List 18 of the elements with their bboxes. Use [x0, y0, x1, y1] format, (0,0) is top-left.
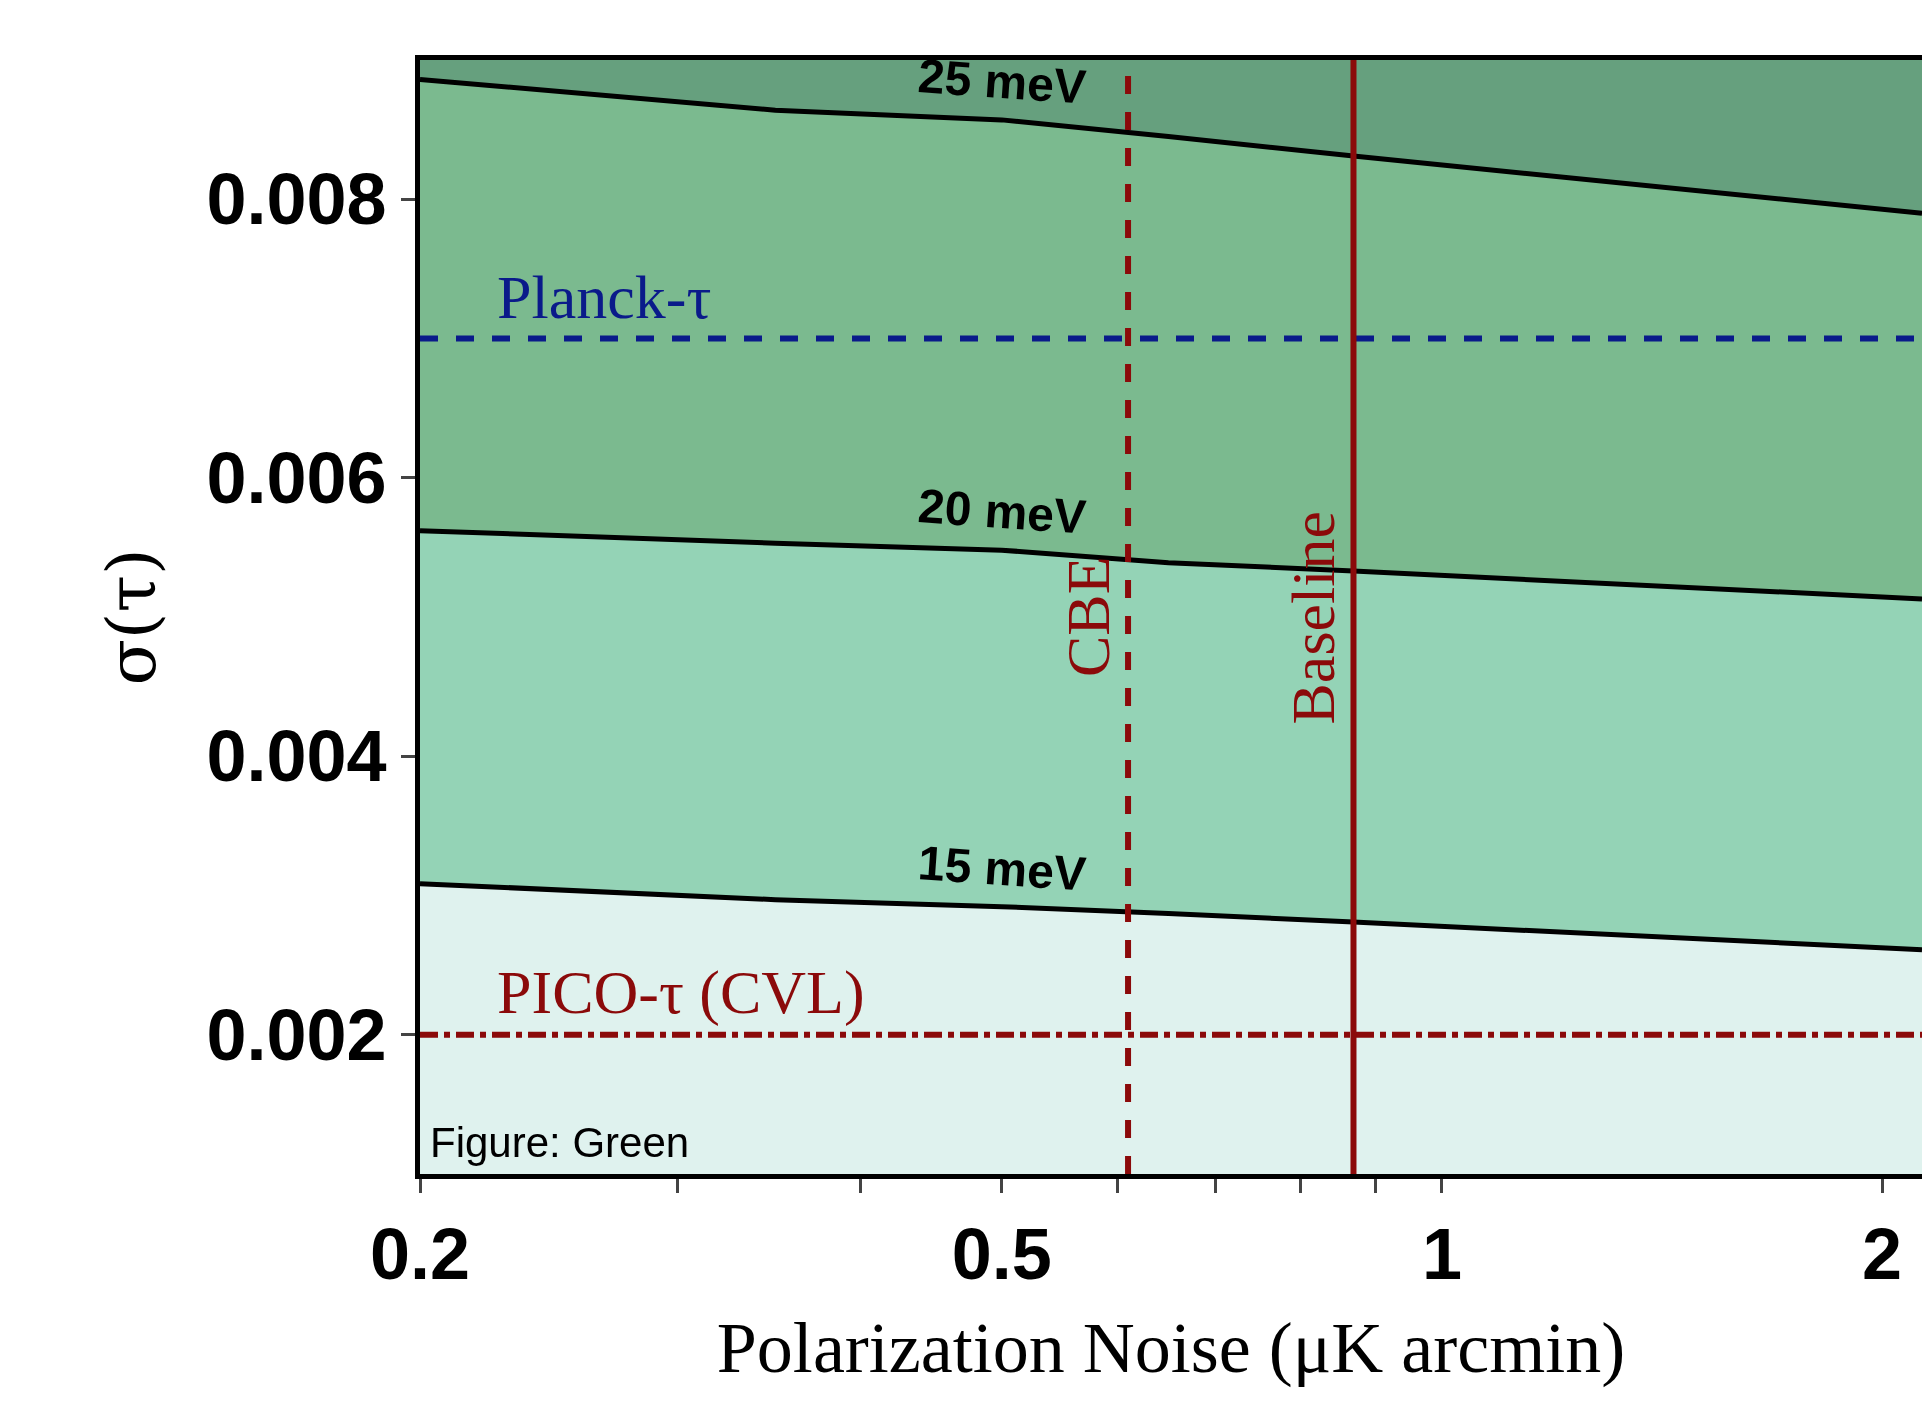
- series-label: 25 meV: [916, 49, 1088, 114]
- series-label: 15 meV: [916, 836, 1088, 901]
- y-tick-label: 0.008: [206, 159, 387, 240]
- y-tick-label: 0.006: [206, 437, 387, 518]
- annotation: Figure: Green: [430, 1119, 690, 1166]
- ref-line-label: CBE: [1054, 556, 1123, 678]
- x-tick-label: 0.5: [951, 1214, 1052, 1295]
- x-tick-label: 0.2: [369, 1214, 471, 1295]
- ref-line-label: PICO-τ (CVL): [497, 958, 865, 1027]
- x-axis-title: Polarization Noise (μK arcmin): [716, 1308, 1626, 1389]
- ref-line-label: Planck-τ: [497, 263, 712, 331]
- x-tick-label: 1: [1421, 1214, 1462, 1295]
- y-tick-label: 0.004: [206, 716, 387, 797]
- y-tick-label: 0.002: [206, 994, 387, 1075]
- y-axis-title: σ(τ): [92, 548, 172, 686]
- ref-line-label: Baseline: [1279, 510, 1348, 725]
- series-label: 20 meV: [916, 479, 1088, 544]
- x-tick-label: 2: [1861, 1214, 1903, 1295]
